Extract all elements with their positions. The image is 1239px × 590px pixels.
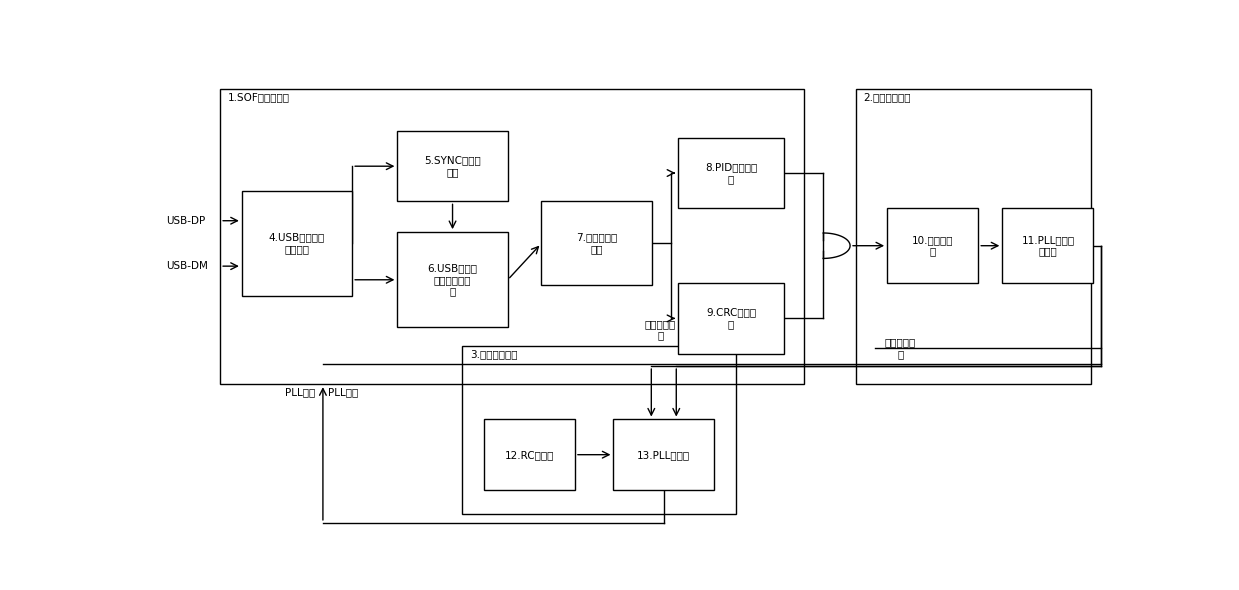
FancyBboxPatch shape — [242, 191, 352, 296]
FancyBboxPatch shape — [678, 283, 784, 353]
Text: PLL时钟: PLL时钟 — [285, 388, 315, 398]
FancyBboxPatch shape — [483, 419, 575, 490]
Text: USB-DM: USB-DM — [166, 261, 208, 271]
FancyBboxPatch shape — [541, 201, 652, 286]
Text: 1.SOF包检测单元: 1.SOF包检测单元 — [228, 93, 290, 103]
FancyBboxPatch shape — [613, 419, 714, 490]
Text: 6.USB串行差
分信号采样模
块: 6.USB串行差 分信号采样模 块 — [427, 263, 477, 296]
Text: 8.PID域判定模
块: 8.PID域判定模 块 — [705, 162, 757, 184]
Text: PLL时钟: PLL时钟 — [327, 388, 358, 398]
Text: 12.RC振荡器: 12.RC振荡器 — [504, 450, 554, 460]
Text: 4.USB差分信号
生成模块: 4.USB差分信号 生成模块 — [269, 232, 325, 254]
Text: 9.CRC校验模
块: 9.CRC校验模 块 — [706, 307, 756, 329]
Text: USB-DP: USB-DP — [166, 216, 206, 226]
Text: 7.采样值移位
单元: 7.采样值移位 单元 — [576, 232, 617, 254]
Text: 2.校准计算单元: 2.校准计算单元 — [864, 93, 911, 103]
Text: 10.校准计数
器: 10.校准计数 器 — [912, 235, 953, 257]
Text: 整数分频配
置: 整数分频配 置 — [644, 319, 675, 340]
FancyBboxPatch shape — [398, 232, 508, 327]
FancyBboxPatch shape — [398, 131, 508, 201]
Text: 小数分频配
置: 小数分频配 置 — [885, 337, 916, 359]
FancyBboxPatch shape — [1002, 208, 1094, 283]
Text: 5.SYNC域检测
模块: 5.SYNC域检测 模块 — [424, 155, 481, 177]
Text: 11.PLL参数更
新机制: 11.PLL参数更 新机制 — [1021, 235, 1074, 257]
Text: 3.内部时钟单元: 3.内部时钟单元 — [470, 349, 518, 359]
FancyBboxPatch shape — [678, 138, 784, 208]
Text: 13.PLL锁相环: 13.PLL锁相环 — [637, 450, 690, 460]
FancyBboxPatch shape — [887, 208, 979, 283]
